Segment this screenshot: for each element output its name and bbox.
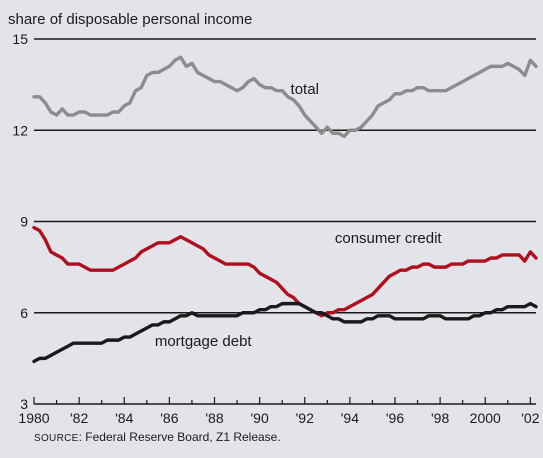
x-axis: 1980 '82 '84 '86 '88 '90 '92 '94 '96 '98 2000 '02 <box>18 397 540 426</box>
y-tick-label: 6 <box>20 305 28 321</box>
y-tick-label: 9 <box>20 214 28 230</box>
y-axis-label: share of disposable personal income <box>8 11 252 28</box>
series-labels: total consumer credit mortgage debt <box>155 81 443 350</box>
x-tick-label: '82 <box>70 410 88 426</box>
source-text: : Federal Reserve Board, Z1 Release. <box>78 430 281 444</box>
x-tick-label: '88 <box>205 410 223 426</box>
y-tick-label: 3 <box>20 396 28 412</box>
series-lines <box>32 55 538 364</box>
series-line-consumer-credit <box>32 225 538 318</box>
y-tick-label: 15 <box>12 31 28 47</box>
series-label: total <box>291 81 319 98</box>
x-tick-label: '02 <box>521 410 539 426</box>
x-tick-label: '94 <box>341 410 359 426</box>
x-tick-label: '96 <box>386 410 404 426</box>
series-line-mortgage-debt <box>32 301 538 364</box>
grid-lines <box>34 38 536 314</box>
x-tick-label: 2000 <box>470 410 501 426</box>
source-note: Source: Federal Reserve Board, Z1 Releas… <box>34 430 281 444</box>
y-tick-labels: 15 12 9 6 3 <box>12 31 28 412</box>
x-tick-label: '86 <box>160 410 178 426</box>
x-tick-label: 1980 <box>18 410 49 426</box>
x-tick-label: '90 <box>250 410 268 426</box>
source-prefix: Source <box>34 433 79 444</box>
x-tick-label: '84 <box>115 410 133 426</box>
y-tick-label: 12 <box>12 122 28 138</box>
x-tick-label: '92 <box>296 410 314 426</box>
x-tick-label: '98 <box>431 410 449 426</box>
series-label: mortgage debt <box>155 333 253 350</box>
series-line-total <box>32 55 538 139</box>
series-label: consumer credit <box>335 230 443 247</box>
